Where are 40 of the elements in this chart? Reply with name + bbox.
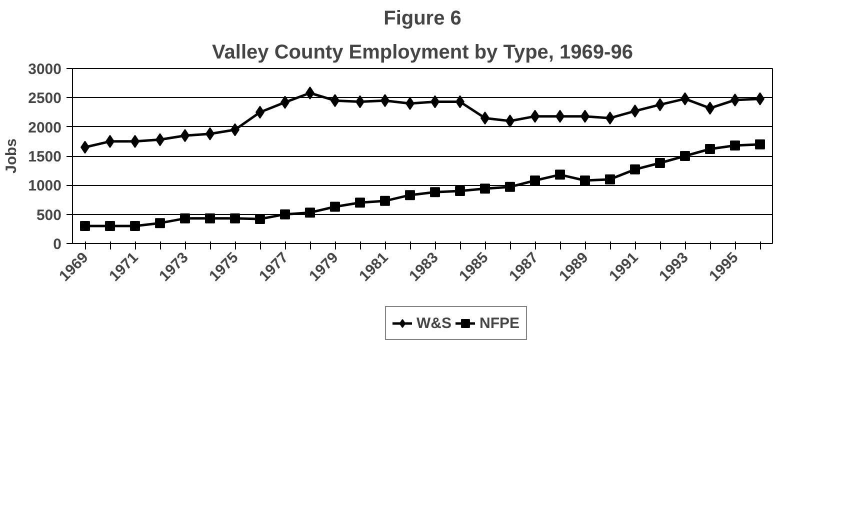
y-axis-title: Jobs <box>3 138 20 174</box>
point <box>130 221 140 231</box>
point <box>755 139 765 150</box>
legend-label: NFPE <box>479 314 520 332</box>
point <box>405 190 415 200</box>
point <box>630 164 640 174</box>
y-tick-label: 2500 <box>28 90 62 108</box>
y-tick-label: 1000 <box>28 178 62 195</box>
chart-title: Figure 6 <box>384 8 462 30</box>
point <box>705 144 715 154</box>
point <box>530 176 540 186</box>
point <box>655 158 665 168</box>
chart-subtitle: Valley County Employment by Type, 1969-96 <box>212 42 633 64</box>
point <box>355 198 365 208</box>
y-tick-label: 0 <box>53 236 62 253</box>
point <box>255 214 265 224</box>
y-tick-label: 500 <box>36 206 62 224</box>
point <box>305 208 315 218</box>
point <box>205 213 215 224</box>
point <box>505 182 515 192</box>
point <box>280 209 290 220</box>
y-tick-label: 3000 <box>28 61 62 78</box>
legend-label: W&S <box>416 314 452 332</box>
point <box>455 186 465 196</box>
point <box>580 176 590 186</box>
y-tick-label: 2000 <box>28 119 62 136</box>
point <box>730 140 740 150</box>
point <box>430 187 440 198</box>
point <box>330 202 340 212</box>
point <box>230 213 240 224</box>
point <box>80 221 90 231</box>
point <box>555 170 565 180</box>
y-tick-label: 1500 <box>28 148 62 166</box>
point <box>180 213 190 224</box>
point <box>380 196 390 206</box>
point <box>155 218 165 228</box>
point <box>605 174 615 184</box>
point <box>105 221 115 231</box>
point <box>680 151 690 161</box>
point <box>480 184 490 194</box>
